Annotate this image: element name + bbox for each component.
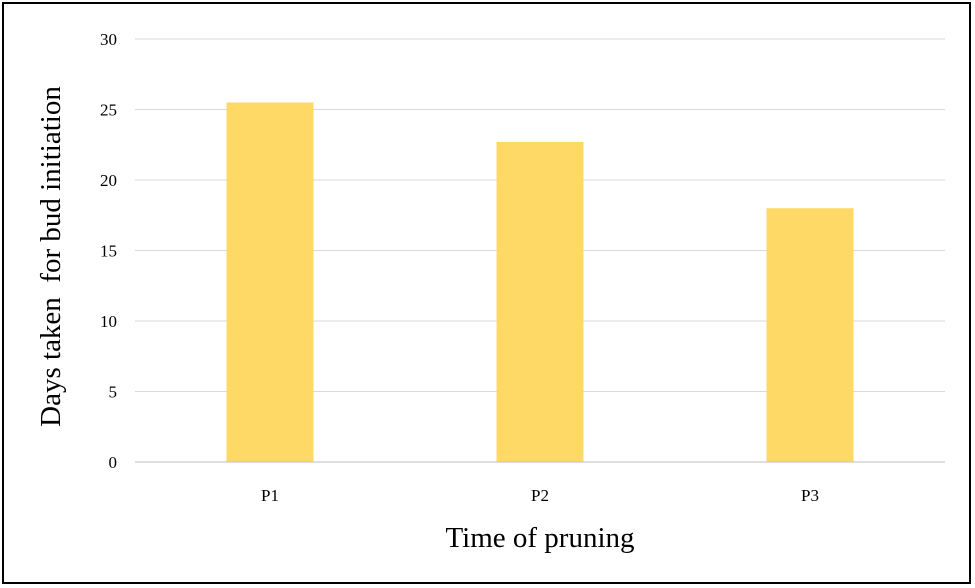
y-axis-ticks: 0 5 10 15 20 25 30	[100, 30, 117, 472]
y-tick-label: 10	[100, 312, 117, 331]
y-tick-label: 15	[100, 242, 117, 261]
bar-p3	[766, 208, 854, 462]
y-tick-label: 5	[109, 383, 118, 402]
bar-p1	[226, 102, 314, 462]
bars	[226, 102, 854, 462]
bar-p2	[496, 141, 584, 462]
y-tick-label: 0	[109, 453, 118, 472]
x-tick-label-p1: P1	[261, 486, 279, 505]
x-tick-label-p3: P3	[801, 486, 819, 505]
y-axis-title: Days taken for bud initiation	[35, 86, 67, 427]
x-tick-label-p2: P2	[531, 486, 549, 505]
y-tick-label: 30	[100, 30, 117, 49]
x-axis-title: Time of pruning	[445, 522, 634, 554]
x-axis-ticks: P1 P2 P3	[261, 486, 819, 505]
y-tick-label: 20	[100, 171, 117, 190]
y-tick-label: 25	[100, 101, 117, 120]
